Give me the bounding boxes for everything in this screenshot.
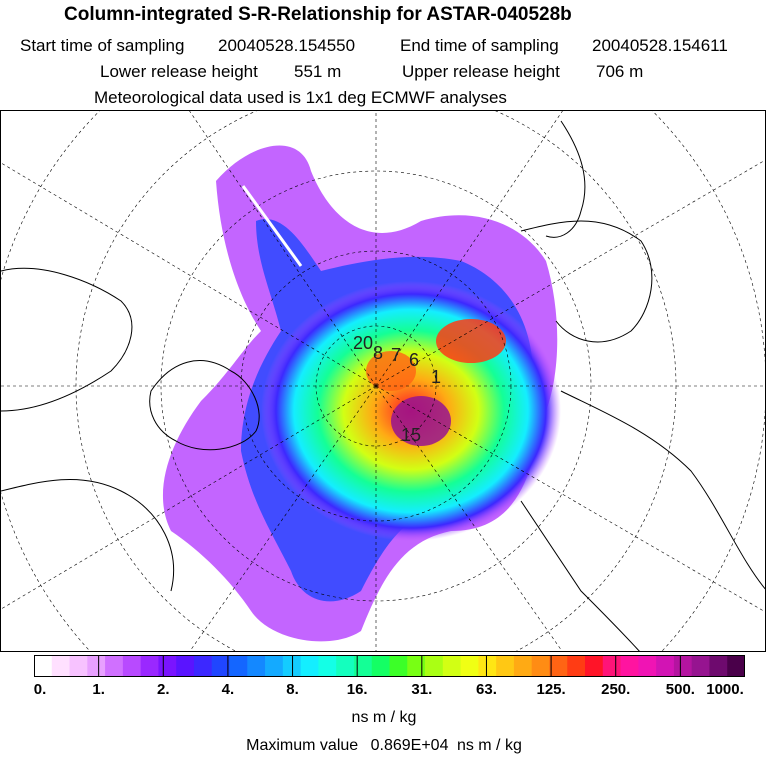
colorbar-swatch [709, 655, 728, 677]
meridian [189, 385, 377, 651]
coastline-asia [560, 390, 765, 590]
graticule [1, 111, 765, 651]
colorbar-swatch [460, 655, 479, 677]
colorbar-tick-label: 4. [221, 681, 235, 698]
meridian [1, 385, 377, 610]
colorbar [34, 655, 745, 677]
colorbar-swatch [407, 655, 426, 677]
colorbar-swatch [656, 655, 675, 677]
colorbar-tick-label: 1. [92, 681, 105, 698]
max-unit: ns m / kg [456, 737, 522, 754]
coastlines [1, 120, 765, 651]
colorbar-swatch [673, 655, 693, 677]
meridian [375, 159, 765, 387]
coastline-europe [520, 220, 653, 343]
colorbar-tick-label: 31. [411, 681, 433, 698]
colorbar-swatch [69, 655, 88, 677]
maximum-value-line: Maximum value 0.869E+04 ns m / kg [0, 737, 768, 755]
colorbar-tick-label: 8. [286, 681, 299, 698]
colorbar-unit: ns m / kg [351, 709, 417, 726]
colorbar-swatch [122, 655, 142, 677]
colorbar-swatch [176, 655, 195, 677]
colorbar-swatch [51, 655, 71, 677]
colorbar-swatch [620, 655, 639, 677]
start-time-value: 20040528.154550 [218, 36, 356, 55]
colorbar-tick-label: 2. [157, 681, 170, 698]
colorbar-tick-label: 250. [601, 681, 631, 698]
colorbar-tick-label: 0. [33, 681, 47, 698]
map-panel: 20 8 7 6 15 1 [0, 110, 766, 652]
plot-label: 7 [391, 345, 401, 365]
colorbar-tick-label: 1000. [706, 681, 744, 698]
start-time-label: Start time of sampling [20, 36, 185, 55]
colorbar-swatch [193, 655, 213, 677]
upper-height-label: Upper release height [402, 62, 560, 81]
meridian [375, 385, 563, 651]
colorbar-swatch [300, 655, 319, 677]
coastline-siberia [520, 500, 640, 651]
colorbar-tick-label: 500. [665, 681, 695, 698]
end-time-value: 20040528.154611 [592, 36, 728, 55]
end-time-label: End time of sampling [400, 36, 559, 55]
colorbar-swatch [353, 655, 373, 677]
colorbar-swatch [140, 655, 159, 677]
colorbar-swatch [442, 655, 462, 677]
page-title: Column-integrated S-R-Relationship for A… [64, 4, 572, 25]
met-data-line: Meteorological data used is 1x1 deg ECMW… [94, 88, 507, 107]
colorbar-tick-label: 16. [346, 681, 368, 698]
max-value: 0.869E+04 [370, 737, 449, 754]
colorbar-swatch [265, 655, 284, 677]
colorbar-swatch [496, 655, 515, 677]
concentration-field [162, 145, 561, 642]
colorbar-tick-label: 125. [536, 681, 566, 698]
lower-height-label: Lower release height [100, 62, 258, 81]
colorbar-swatch [549, 655, 568, 677]
colorbar-swatch [105, 655, 124, 677]
plume-hotspot-1 [436, 319, 506, 363]
colorbar-swatch [425, 655, 444, 677]
colorbar-border [34, 655, 745, 677]
coastline-canada [1, 478, 175, 592]
colorbar-swatch [318, 655, 337, 677]
plot-label: 8 [373, 343, 383, 363]
colorbar-swatch [727, 655, 745, 677]
meridian [1, 162, 377, 387]
colorbar-swatch [229, 655, 248, 677]
colorbar-swatch [282, 655, 302, 677]
plume-hotspot-2 [391, 396, 451, 446]
colorbar-tick-label: 63. [476, 681, 497, 698]
coastline-greenland [149, 360, 260, 451]
plot-label: 1 [431, 367, 441, 387]
plot-labels: 20 8 7 6 15 1 [353, 333, 441, 445]
colorbar-swatch [691, 655, 710, 677]
colorbar-swatch [247, 655, 266, 677]
upper-height-value: 706 m [596, 62, 644, 81]
colorbar-swatch [87, 655, 106, 677]
colorbar-swatch [478, 655, 497, 677]
latitude-circle [160, 170, 592, 602]
colorbar-swatch [389, 655, 408, 677]
colorbar-swatch [567, 655, 586, 677]
polar-map: 20 8 7 6 15 1 [1, 111, 765, 651]
colorbar-swatch [513, 655, 533, 677]
colorbar-swatch [585, 655, 604, 677]
coastline-north-america [1, 267, 133, 412]
release-track [241, 185, 303, 267]
plume-hotspot-3 [366, 351, 416, 391]
colorbar-swatch [531, 655, 550, 677]
colorbar-swatch [336, 655, 355, 677]
plot-label: 20 [353, 333, 373, 353]
colorbar-swatch [211, 655, 231, 677]
colorbar-swatch [371, 655, 390, 677]
colorbar-swatch [638, 655, 657, 677]
plot-label: 15 [401, 425, 421, 445]
lower-height-value: 551 m [294, 62, 342, 81]
meridian [375, 385, 765, 613]
colorbar-swatch [34, 655, 53, 677]
colorbar-swatch [602, 655, 622, 677]
colorbar-swatch [158, 655, 177, 677]
coastline-scandinavia [545, 120, 586, 238]
max-label: Maximum value [246, 737, 359, 754]
plot-label: 6 [409, 350, 419, 370]
